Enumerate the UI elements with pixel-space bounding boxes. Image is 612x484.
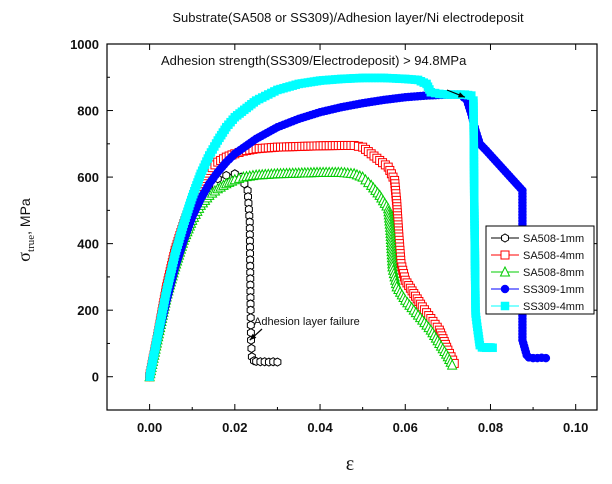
legend-label-SA508-8mm: SA508-8mm [523,267,584,279]
annotation-arrowhead [457,92,465,98]
y-axis-label: σtrue, MPa [14,198,37,262]
y-axis-label-symbol: σ [14,252,34,262]
annotation-arrowhead [249,333,257,341]
series-layer [144,73,551,382]
y-axis: 0 200 400 600 800 1000 [70,37,597,411]
annotation-adhesion-failure: Adhesion layer failure [254,316,360,328]
svg-text:σtrue, MPa: σtrue, MPa [14,198,37,262]
data-point-SA508-1mm [273,357,282,367]
x-tick-label: 0.00 [137,420,162,435]
legend-label-SS309-4mm: SS309-4mm [523,301,584,313]
data-point-SA508-1mm [246,305,255,315]
x-axis: 0.00 0.02 0.04 0.06 0.08 0.10 [137,44,588,435]
y-axis-label-subscript: true [25,235,37,252]
y-tick-label: 400 [77,237,99,252]
data-point-SS309-1mm [541,353,551,363]
data-point-SA508-8mm [446,358,458,370]
data-point-SS309-4mm [488,343,497,353]
annotation-adhesion-strength: Adhesion strength(SS309/Electrodeposit) … [161,53,467,68]
y-tick-label: 1000 [70,37,99,52]
legend-marker-SA508-4mm [500,250,510,260]
legend-marker-SA508-1mm [501,233,509,243]
legend-label-SS309-1mm: SS309-1mm [523,284,584,296]
x-tick-label: 0.10 [563,420,588,435]
y-tick-label: 800 [77,104,99,119]
series-SS309-4mm [145,73,497,381]
legend: SA508-1mm SA508-4mm SA508-8mm SS309-1mm SS30… [485,225,595,315]
annotations: Adhesion strength(SS309/Electrodeposit) … [161,53,467,341]
x-axis-label: ε [346,453,354,475]
x-tick-label: 0.04 [307,420,333,435]
x-tick-label: 0.08 [478,420,503,435]
legend-label-SA508-1mm: SA508-1mm [523,233,584,245]
y-axis-label-unit: , MPa [17,198,33,235]
chart-title: Substrate(SA508 or SS309)/Adhesion layer… [172,10,524,25]
legend-marker-SS309-1mm [500,284,510,294]
x-tick-label: 0.02 [222,420,247,435]
y-tick-label: 200 [77,303,99,318]
y-tick-label: 600 [77,170,99,185]
plot-area-frame [106,43,598,411]
data-point-SA508-1mm [247,343,256,354]
legend-marker-SS309-4mm [500,301,510,311]
legend-marker-SA508-8mm [499,265,511,277]
legend-label-SA508-4mm: SA508-4mm [523,250,584,262]
x-tick-label: 0.06 [393,420,418,435]
y-tick-label: 0 [92,370,99,385]
